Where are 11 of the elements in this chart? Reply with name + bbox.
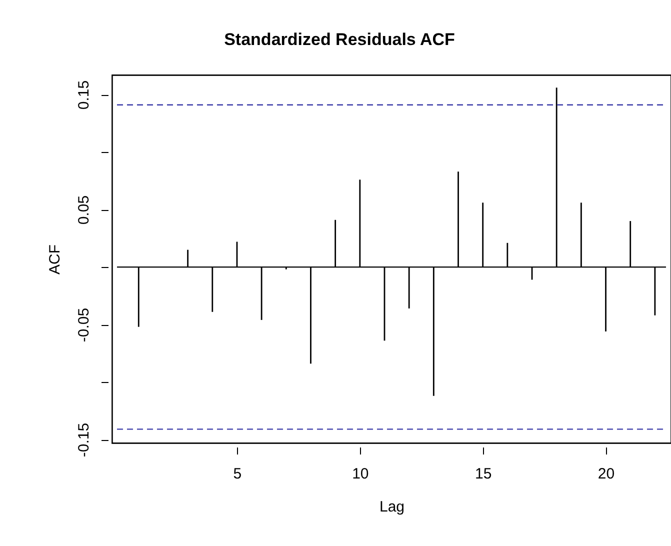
y-axis-title: ACF bbox=[46, 244, 64, 274]
x-tick-label: 10 bbox=[352, 466, 369, 482]
x-tick-label: 5 bbox=[233, 466, 242, 482]
chart-title: Standardized Residuals ACF bbox=[224, 30, 455, 49]
y-tick-label: -0.15 bbox=[76, 422, 92, 458]
x-tick-label: 15 bbox=[474, 466, 492, 482]
y-tick-label: -0.05 bbox=[76, 308, 92, 342]
x-tick-label: 20 bbox=[598, 466, 615, 482]
x-axis-title: Lag bbox=[379, 498, 405, 516]
y-tick-label: 0.15 bbox=[76, 80, 92, 110]
y-tick-label: 0.05 bbox=[76, 195, 92, 225]
